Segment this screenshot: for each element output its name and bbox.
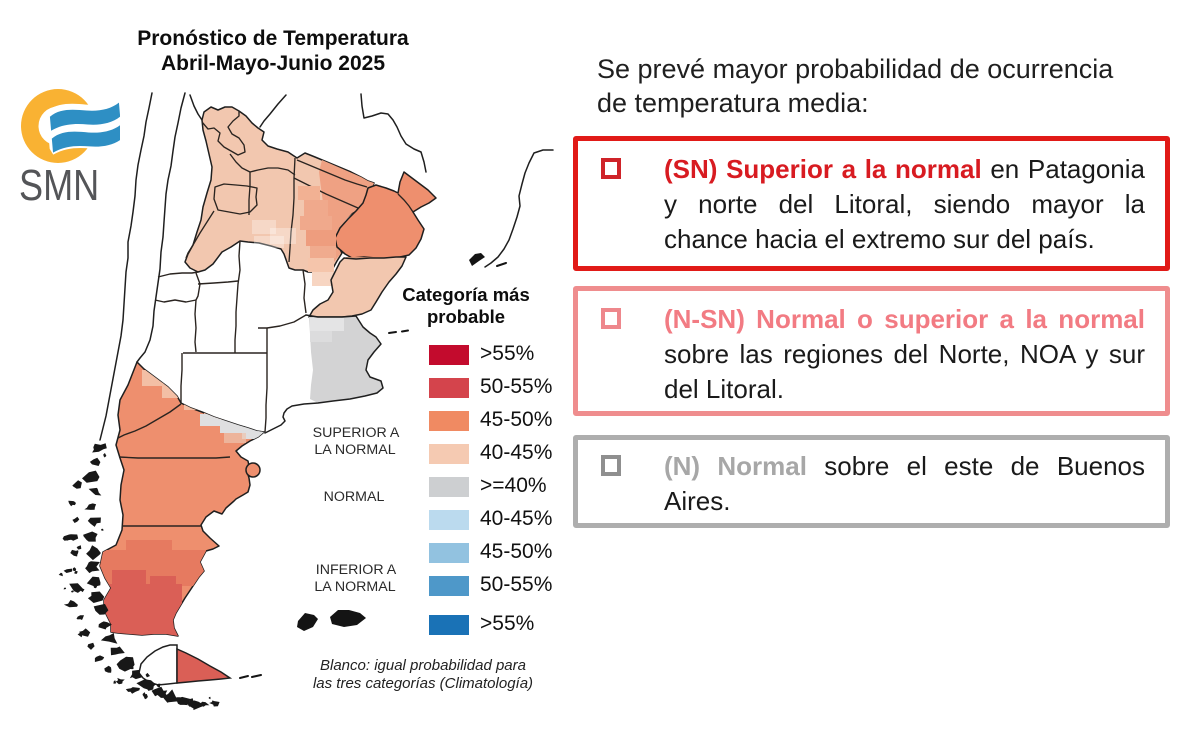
svg-text:NORMAL: NORMAL bbox=[324, 489, 385, 505]
svg-text:LA NORMAL: LA NORMAL bbox=[314, 442, 395, 458]
svg-text:LA NORMAL: LA NORMAL bbox=[314, 579, 395, 595]
svg-text:INFERIOR A: INFERIOR A bbox=[316, 562, 397, 578]
svg-text:SUPERIOR A: SUPERIOR A bbox=[313, 425, 400, 441]
